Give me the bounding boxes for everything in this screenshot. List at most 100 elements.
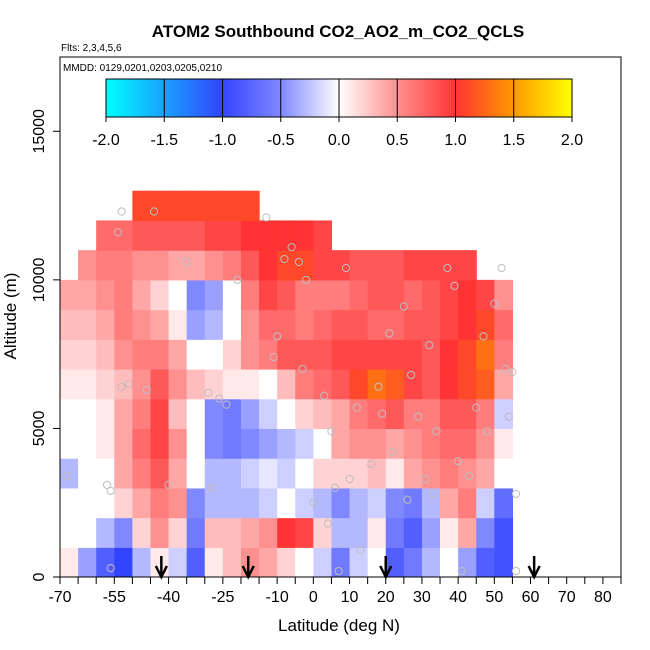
heatmap-cell	[204, 458, 224, 489]
heatmap-cell	[385, 369, 405, 400]
heatmap-cell	[367, 279, 387, 311]
heatmap-cell	[78, 547, 97, 577]
x-tick-label: -70	[48, 589, 71, 606]
heatmap-cell	[277, 547, 296, 577]
heatmap-cell	[96, 250, 115, 281]
heatmap-cell	[476, 279, 495, 311]
heatmap-cell	[295, 458, 314, 489]
heatmap-cell	[259, 369, 278, 400]
heatmap-cell	[150, 517, 170, 548]
sample-point	[501, 364, 510, 374]
sample-point	[385, 329, 394, 338]
heatmap-cell	[458, 428, 477, 459]
heatmap-cell	[403, 487, 423, 519]
heatmap-cell	[150, 309, 170, 340]
sample-point	[294, 257, 303, 267]
heatmap-cell	[494, 369, 514, 400]
sample-point	[323, 519, 332, 528]
sample-point	[207, 483, 217, 492]
heatmap-cell	[331, 279, 351, 311]
heatmap-cell	[60, 547, 79, 577]
heatmap-cell	[458, 458, 477, 489]
heatmap-cell	[132, 279, 152, 311]
heatmap-cell	[458, 517, 477, 548]
heatmap-cell	[403, 428, 423, 459]
heatmap-cell	[349, 547, 369, 577]
heatmap-cell	[313, 220, 333, 251]
y-tick-label: 10000	[31, 258, 48, 303]
sample-point	[421, 474, 430, 484]
sample-point	[450, 281, 459, 290]
sample-point	[298, 364, 307, 374]
heatmap-cell	[222, 517, 242, 548]
heatmap-cell	[349, 428, 369, 459]
heatmap-cell	[168, 220, 188, 251]
heatmap-cell	[240, 428, 260, 459]
heatmap-cell	[204, 369, 224, 400]
heatmap-cell	[277, 458, 296, 489]
heatmap-cell	[440, 458, 459, 489]
heatmap-cell	[240, 279, 260, 311]
heatmap-cell	[222, 369, 242, 400]
heatmap-cell	[259, 458, 278, 489]
heatmap-cell	[313, 458, 333, 489]
heatmap-cell	[96, 339, 115, 370]
colorbar-tick-label: 0.0	[328, 132, 350, 149]
heatmap-cell	[385, 398, 405, 430]
heatmap-cell	[494, 547, 514, 577]
colorbar-tick-label: 1.5	[503, 132, 525, 149]
heatmap-cell	[440, 339, 459, 370]
heatmap-cell	[186, 220, 206, 251]
heatmap-cell	[204, 547, 224, 577]
heatmap-cell	[476, 369, 495, 400]
colorbar-tick-label: -0.5	[267, 132, 295, 149]
heatmap-cell	[222, 547, 242, 577]
sample-point	[454, 457, 463, 466]
heatmap-cell	[494, 458, 514, 489]
y-tick-label: 0	[31, 572, 48, 581]
sample-point	[215, 394, 224, 403]
heatmap-cell	[421, 309, 441, 340]
heatmap-cell	[204, 428, 224, 459]
sample-point	[432, 427, 441, 436]
heatmap-cell	[331, 487, 351, 519]
sample-point	[233, 275, 242, 284]
heatmap-cell	[403, 547, 423, 577]
heatmap-layer	[60, 190, 514, 577]
heatmap-cell	[277, 279, 296, 311]
sample-point	[106, 486, 115, 495]
heatmap-cell	[222, 309, 242, 340]
sample-point	[414, 412, 423, 421]
sample-point	[280, 254, 289, 264]
heatmap-cell	[240, 309, 260, 340]
heatmap-cell	[349, 309, 369, 340]
heatmap-cell	[259, 487, 278, 519]
heatmap-cell	[367, 398, 387, 430]
heatmap-cell	[186, 339, 206, 370]
heatmap-cell	[204, 220, 224, 251]
heatmap-cell	[313, 398, 333, 430]
heatmap-cell	[458, 547, 477, 577]
sample-point	[164, 480, 173, 489]
heatmap-cell	[476, 339, 495, 370]
x-tick-label: -25	[211, 589, 234, 606]
heatmap-cell	[458, 398, 477, 430]
dates-label: MMDD: 0129,0201,0203,0205,0210	[63, 63, 222, 74]
heatmap-cell	[150, 369, 170, 400]
heatmap-cell	[476, 458, 495, 489]
heatmap-cell	[277, 517, 296, 548]
heatmap-cell	[259, 220, 278, 251]
heatmap-cell	[313, 309, 333, 340]
flights-label: Flts: 2,3,4,5,6	[61, 43, 122, 54]
heatmap-cell	[349, 369, 369, 400]
sample-point	[511, 566, 521, 576]
sample-point	[490, 299, 499, 308]
heatmap-cell	[313, 487, 333, 519]
sample-point	[124, 379, 133, 388]
sample-point	[106, 563, 115, 573]
heatmap-cell	[96, 547, 115, 577]
heatmap-cell	[222, 458, 242, 489]
x-axis: -70 -55 -40 -25 -10 0 10 20 30 40 50 60 70 80	[48, 577, 622, 606]
heatmap-cell	[403, 250, 423, 281]
y-tick-label: 15000	[31, 109, 48, 154]
